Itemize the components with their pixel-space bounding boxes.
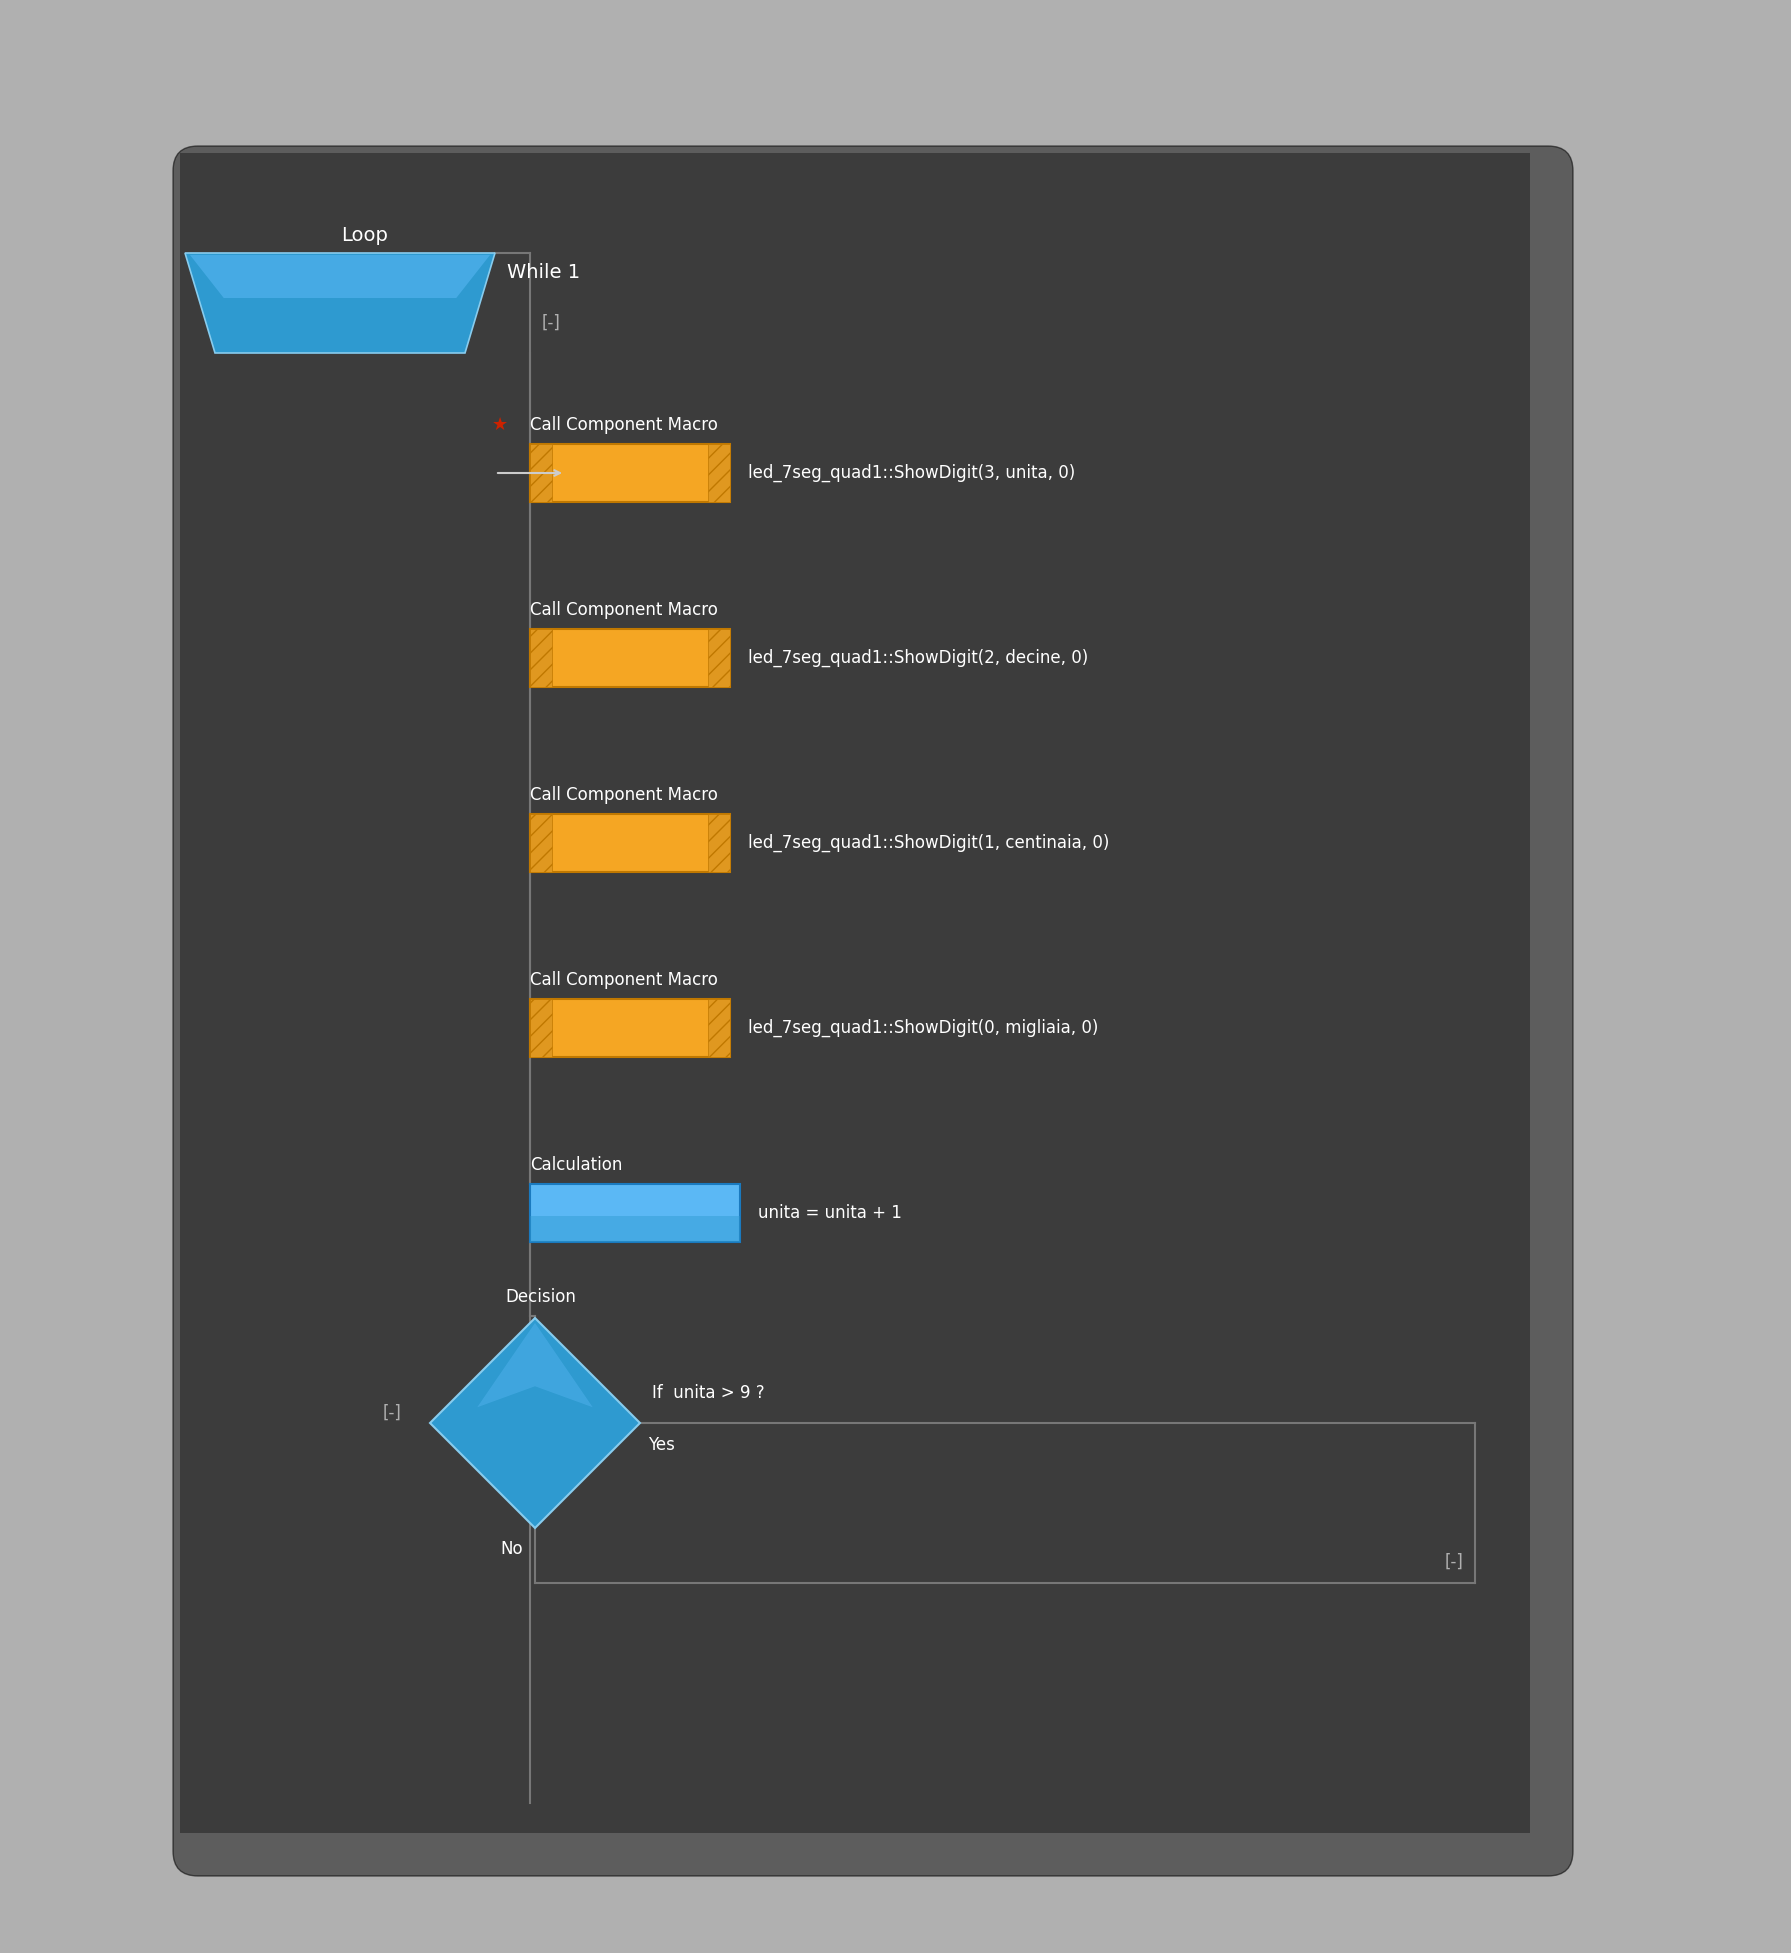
FancyBboxPatch shape <box>707 443 731 502</box>
Text: led_7seg_quad1::ShowDigit(2, decine, 0): led_7seg_quad1::ShowDigit(2, decine, 0) <box>749 648 1089 668</box>
FancyBboxPatch shape <box>707 629 731 687</box>
Polygon shape <box>476 1322 593 1408</box>
Polygon shape <box>430 1318 639 1527</box>
Text: led_7seg_quad1::ShowDigit(1, centinaia, 0): led_7seg_quad1::ShowDigit(1, centinaia, … <box>749 834 1109 852</box>
Text: Call Component Macro: Call Component Macro <box>530 785 718 805</box>
Text: [-]: [-] <box>383 1404 401 1422</box>
Polygon shape <box>184 254 494 353</box>
FancyBboxPatch shape <box>530 629 731 687</box>
Text: While 1: While 1 <box>507 264 580 281</box>
Text: [-]: [-] <box>543 314 561 332</box>
FancyBboxPatch shape <box>530 1184 740 1242</box>
Text: Yes: Yes <box>648 1435 675 1453</box>
Text: [-]: [-] <box>1444 1553 1463 1570</box>
Text: Calculation: Calculation <box>530 1156 623 1174</box>
FancyBboxPatch shape <box>530 814 552 871</box>
Text: Call Component Macro: Call Component Macro <box>530 416 718 434</box>
FancyBboxPatch shape <box>707 814 731 871</box>
FancyBboxPatch shape <box>530 443 731 502</box>
Text: led_7seg_quad1::ShowDigit(3, unita, 0): led_7seg_quad1::ShowDigit(3, unita, 0) <box>749 465 1075 482</box>
FancyBboxPatch shape <box>530 629 552 687</box>
FancyBboxPatch shape <box>181 152 1530 1834</box>
Text: ★: ★ <box>493 416 509 434</box>
Text: led_7seg_quad1::ShowDigit(0, migliaia, 0): led_7seg_quad1::ShowDigit(0, migliaia, 0… <box>749 1019 1098 1037</box>
FancyBboxPatch shape <box>530 443 552 502</box>
Text: unita = unita + 1: unita = unita + 1 <box>758 1203 903 1223</box>
Text: Call Component Macro: Call Component Macro <box>530 602 718 619</box>
Text: Call Component Macro: Call Component Macro <box>530 971 718 988</box>
Text: No: No <box>500 1541 523 1558</box>
FancyBboxPatch shape <box>530 814 731 871</box>
Text: Loop: Loop <box>342 227 389 244</box>
FancyBboxPatch shape <box>174 146 1572 1877</box>
FancyBboxPatch shape <box>530 1000 731 1057</box>
FancyBboxPatch shape <box>707 1000 731 1057</box>
Polygon shape <box>190 256 491 299</box>
Text: Decision: Decision <box>505 1287 577 1307</box>
FancyBboxPatch shape <box>530 1000 552 1057</box>
FancyBboxPatch shape <box>530 1217 740 1242</box>
Text: If  unita > 9 ?: If unita > 9 ? <box>652 1385 765 1402</box>
